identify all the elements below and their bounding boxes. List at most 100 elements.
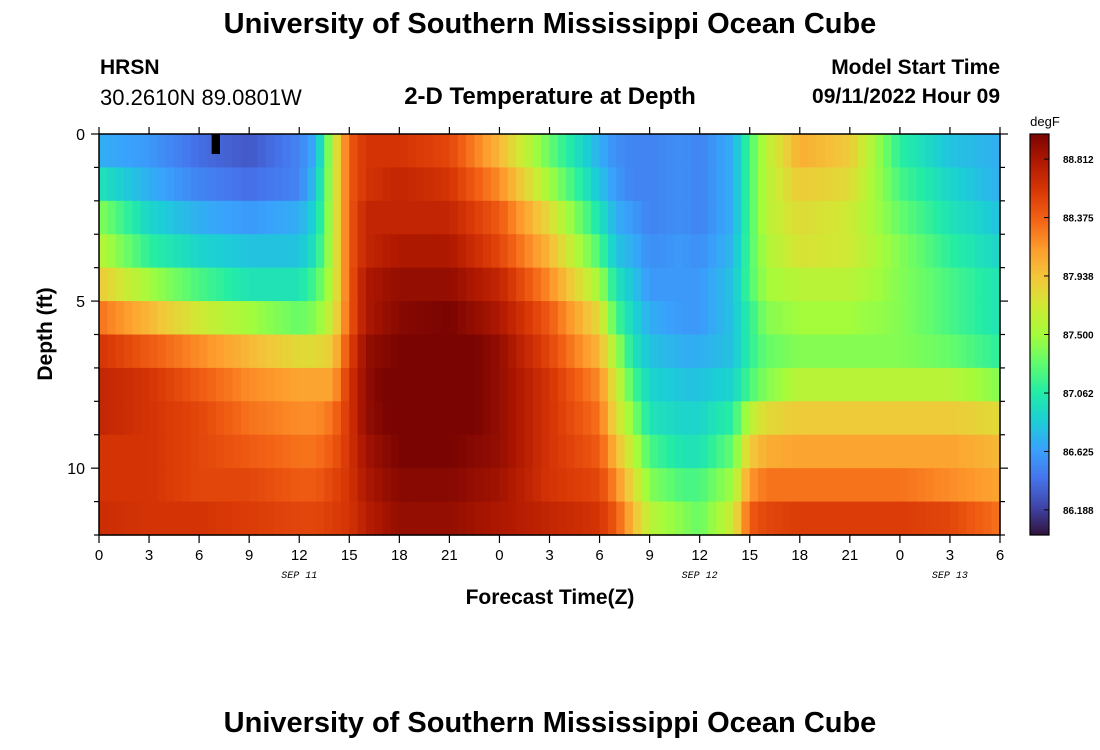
heatmap-cell — [466, 301, 476, 336]
heatmap-cell — [691, 334, 701, 369]
heatmap-cell — [207, 200, 217, 235]
heatmap-cell — [632, 301, 642, 336]
heatmap-cell — [499, 334, 509, 369]
heatmap-cell — [165, 134, 175, 169]
heatmap-cell — [624, 167, 634, 202]
heatmap-cell — [474, 434, 484, 469]
heatmap-cell — [924, 334, 934, 369]
heatmap-cell — [107, 134, 117, 169]
heatmap-cell — [758, 200, 767, 235]
heatmap-cell — [649, 267, 659, 302]
heatmap-cell — [783, 501, 793, 536]
heatmap-cell — [599, 267, 609, 302]
heatmap-cell — [758, 334, 767, 369]
heatmap-cell — [182, 234, 192, 269]
heatmap-cell — [866, 167, 876, 202]
heatmap-cell — [557, 200, 567, 235]
heatmap-cell — [924, 234, 934, 269]
heatmap-cell — [899, 134, 909, 169]
heatmap-cell — [774, 401, 784, 436]
heatmap-cell — [724, 468, 734, 503]
heatmap-cell — [315, 367, 325, 402]
heatmap-cell — [215, 434, 225, 469]
heatmap-cell — [699, 434, 709, 469]
heatmap-cell — [549, 367, 559, 402]
heatmap-cell — [382, 267, 392, 302]
heatmap-cell — [482, 468, 492, 503]
heatmap-cell — [724, 134, 734, 169]
heatmap-cell — [257, 301, 267, 336]
heatmap-cell — [741, 434, 751, 469]
heatmap-cell — [741, 367, 751, 402]
heatmap-cell — [265, 501, 275, 536]
heatmap-cell — [157, 367, 167, 402]
heatmap-cell — [516, 200, 526, 235]
heatmap-cell — [507, 134, 517, 169]
heatmap-cell — [157, 134, 167, 169]
heatmap-cell — [224, 367, 234, 402]
heatmap-cell — [991, 334, 1001, 369]
heatmap-cell — [516, 234, 526, 269]
heatmap-cell — [299, 367, 309, 402]
heatmap-cell — [174, 234, 184, 269]
heatmap-cell — [315, 134, 325, 169]
heatmap-cell — [599, 200, 609, 235]
heatmap-cell — [974, 267, 984, 302]
heatmap-cell — [441, 267, 450, 302]
heatmap-cell — [724, 267, 734, 302]
heatmap-cell — [466, 501, 476, 536]
heatmap-cell — [958, 301, 968, 336]
heatmap-cell — [165, 468, 175, 503]
heatmap-cell — [165, 367, 175, 402]
heatmap-cell — [566, 134, 576, 169]
heatmap-cell — [315, 434, 325, 469]
heatmap-cell — [399, 267, 409, 302]
heatmap-cell — [682, 301, 692, 336]
heatmap-cell — [891, 334, 901, 369]
heatmap-cell — [908, 234, 918, 269]
heatmap-cell — [599, 301, 609, 336]
heatmap-cell — [265, 401, 275, 436]
heatmap-cell — [190, 367, 200, 402]
heatmap-cell — [240, 301, 250, 336]
heatmap-cell — [983, 334, 993, 369]
heatmap-cell — [457, 501, 467, 536]
heatmap-cell — [132, 167, 142, 202]
heatmap-cell — [933, 334, 943, 369]
heatmap-cell — [858, 267, 868, 302]
heatmap-cell — [432, 301, 442, 336]
heatmap-cell — [265, 167, 275, 202]
heatmap-cell — [424, 501, 434, 536]
heatmap-cell — [616, 501, 626, 536]
heatmap-cell — [249, 301, 259, 336]
heatmap-cell — [699, 267, 709, 302]
heatmap-cell — [315, 501, 325, 536]
heatmap-cell — [207, 167, 217, 202]
heatmap-cell — [699, 501, 709, 536]
heatmap-cell — [407, 200, 417, 235]
heatmap-cell — [499, 434, 509, 469]
heatmap-cell — [983, 401, 993, 436]
heatmap-cell — [616, 200, 626, 235]
heatmap-cell — [374, 134, 384, 169]
heatmap-cell — [491, 501, 501, 536]
heatmap-cell — [949, 167, 959, 202]
heatmap-cell — [124, 367, 133, 402]
heatmap-cell — [582, 167, 592, 202]
heatmap-cell — [566, 234, 576, 269]
heatmap-cell — [557, 468, 567, 503]
heatmap-cell — [791, 200, 801, 235]
heatmap-cell — [858, 134, 868, 169]
heatmap-cell — [140, 334, 150, 369]
heatmap-cell — [99, 434, 108, 469]
heatmap-cell — [357, 234, 367, 269]
heatmap-cell — [858, 234, 868, 269]
heatmap-cell — [182, 167, 192, 202]
heatmap-cell — [824, 200, 834, 235]
heatmap-cell — [924, 134, 934, 169]
heatmap-cell — [115, 234, 125, 269]
heatmap-cell — [749, 401, 759, 436]
heatmap-cell — [299, 501, 309, 536]
heatmap-cell — [257, 434, 267, 469]
heatmap-cell — [858, 334, 868, 369]
